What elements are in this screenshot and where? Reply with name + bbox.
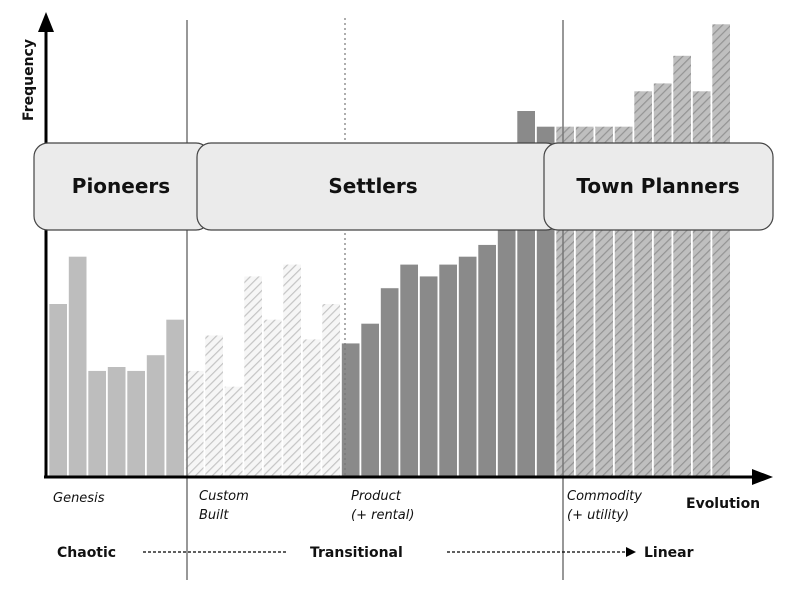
pioneers-box: Pioneers (33, 142, 211, 231)
y-axis-label: Frequency (21, 39, 37, 121)
bar-commodity-7 (672, 55, 692, 478)
bar-product-6 (438, 263, 458, 478)
bar-product-9 (497, 228, 517, 478)
stage-product-label-line2: (+ rental) (351, 508, 414, 523)
frequency-bars (48, 23, 731, 478)
bar-custom-2 (204, 334, 224, 478)
stage-genesis-label: Genesis (53, 491, 105, 506)
bar-product-7 (458, 256, 478, 478)
town-planners-box: Town Planners (543, 142, 774, 231)
settlers-box: Settlers (196, 142, 561, 231)
bar-product-2 (360, 323, 380, 478)
bar-custom-8 (321, 303, 341, 478)
settlers-label: Settlers (328, 174, 417, 198)
bar-custom-1 (185, 370, 205, 478)
characteristic-chaotic: Chaotic (57, 545, 116, 561)
bar-product-5 (419, 275, 439, 478)
bar-genesis-4 (107, 366, 127, 478)
bar-product-1 (341, 342, 361, 478)
stage-product-label-line1: Product (351, 489, 402, 504)
dashed-line-arrow (626, 547, 636, 557)
y-axis-arrow (38, 12, 54, 32)
bar-product-8 (477, 244, 497, 478)
bar-genesis-5 (126, 370, 146, 478)
stage-custom-label-line2: Built (199, 508, 229, 523)
bar-product-4 (399, 263, 419, 478)
x-axis-arrow (752, 469, 773, 485)
bar-genesis-2 (68, 256, 88, 478)
bar-genesis-1 (48, 303, 68, 478)
bar-custom-6 (282, 263, 302, 478)
x-axis-label: Evolution (686, 496, 760, 512)
bar-commodity-9 (711, 23, 731, 478)
bar-genesis-3 (87, 370, 107, 478)
bar-genesis-6 (146, 354, 166, 478)
stage-commodity-label-line2: (+ utility) (567, 508, 629, 523)
bar-custom-3 (224, 386, 244, 478)
bar-custom-7 (302, 338, 322, 478)
bar-custom-5 (263, 319, 283, 478)
bar-commodity-6 (653, 82, 673, 478)
bar-product-3 (380, 287, 400, 478)
characteristic-transitional: Transitional (310, 545, 403, 561)
stage-commodity-label-line1: Commodity (567, 489, 642, 504)
town-planners-label: Town Planners (576, 174, 739, 198)
bar-custom-4 (243, 275, 263, 478)
bar-genesis-7 (165, 319, 185, 478)
stage-custom-label-line1: Custom (199, 489, 249, 504)
characteristic-linear: Linear (644, 545, 694, 561)
pioneers-label: Pioneers (72, 174, 170, 198)
